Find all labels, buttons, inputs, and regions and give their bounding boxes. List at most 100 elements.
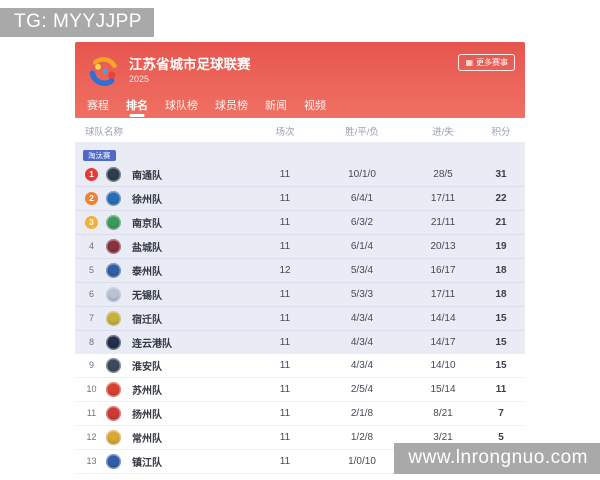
goals-for-against: 17/11 [430, 289, 456, 300]
matches-played: 12 [279, 265, 291, 276]
points: 7 [498, 408, 504, 419]
points: 15 [495, 337, 507, 348]
win-draw-loss: 5/3/3 [350, 289, 374, 300]
goals-for-against: 20/13 [430, 241, 456, 252]
table-row[interactable]: 8 连云港队 11 4/3/4 14/17 15 [75, 331, 525, 354]
win-draw-loss: 2/1/8 [350, 408, 374, 419]
table-row[interactable]: 1 南通队 11 10/1/0 28/5 31 [75, 163, 525, 187]
team-name: 南通队 [132, 171, 162, 182]
table-row[interactable]: 7 宿迁队 11 4/3/4 14/14 15 [75, 307, 525, 331]
team-crest-icon [106, 335, 121, 350]
grid-icon: ▦ [465, 57, 473, 67]
matches-played: 11 [279, 241, 291, 252]
rank-badge: 4 [88, 241, 94, 251]
goals-for-against: 15/14 [430, 384, 456, 395]
league-logo-icon [89, 56, 117, 86]
table-row[interactable]: 4 盐城队 11 6/1/4 20/13 19 [75, 235, 525, 259]
col-wdl: 胜/平/负 [345, 127, 379, 138]
table-row[interactable]: 11 扬州队 11 2/1/8 8/21 7 [75, 402, 525, 426]
win-draw-loss: 4/3/4 [350, 313, 374, 324]
tab-ranking[interactable]: 排名 [126, 97, 148, 117]
team-crest-icon [106, 239, 121, 254]
team-name: 盐城队 [132, 243, 162, 254]
table-row[interactable]: 10 苏州队 11 2/5/4 15/14 11 [75, 378, 525, 402]
standings-rest-rows: 9 淮安队 11 4/3/4 14/10 15 10 苏州队 11 2/5/4 … [75, 354, 525, 474]
rank-badge: 5 [88, 265, 94, 275]
team-crest-icon [106, 215, 121, 230]
win-draw-loss: 5/3/4 [350, 265, 374, 276]
tab-team-stats[interactable]: 球队榜 [165, 100, 198, 112]
tab-player-stats[interactable]: 球员榜 [215, 100, 248, 112]
rank-badge: 6 [88, 289, 94, 299]
points: 22 [495, 193, 507, 204]
points: 31 [495, 169, 507, 180]
watermark-telegram: TG: MYYJJPP [0, 8, 154, 37]
rank-badge: 3 [85, 216, 98, 229]
team-name: 南京队 [132, 219, 162, 230]
win-draw-loss: 4/3/4 [350, 337, 374, 348]
table-row[interactable]: 2 徐州队 11 6/4/1 17/11 22 [75, 187, 525, 211]
rank-badge: 11 [86, 408, 97, 418]
rank-badge: 13 [86, 456, 97, 466]
team-crest-icon [106, 191, 121, 206]
rank-badge: 7 [88, 313, 94, 323]
team-name: 扬州队 [132, 410, 162, 421]
tab-video[interactable]: 视频 [304, 100, 326, 112]
goals-for-against: 17/11 [430, 193, 456, 204]
team-crest-icon [106, 406, 121, 421]
table-row[interactable]: 9 淮安队 11 4/3/4 14/10 15 [75, 354, 525, 378]
goals-for-against: 8/21 [433, 408, 453, 419]
team-crest-icon [106, 358, 121, 373]
team-crest-icon [106, 430, 121, 445]
points: 19 [495, 241, 507, 252]
col-goals: 进/失 [432, 127, 454, 138]
table-row[interactable]: 5 泰州队 12 5/3/4 16/17 18 [75, 259, 525, 283]
team-name: 宿迁队 [132, 315, 162, 326]
matches-played: 11 [279, 169, 291, 180]
win-draw-loss: 4/3/4 [350, 360, 374, 371]
rank-badge: 10 [86, 384, 97, 394]
table-header-row: 球队名称 场次 胜/平/负 进/失 积分 [75, 118, 525, 142]
team-name: 镇江队 [132, 458, 162, 469]
win-draw-loss: 6/1/4 [350, 241, 374, 252]
rank-badge: 12 [86, 432, 97, 442]
team-crest-icon [106, 167, 121, 182]
team-name: 连云港队 [132, 339, 172, 350]
win-draw-loss: 6/4/1 [350, 193, 374, 204]
win-draw-loss: 1/2/8 [350, 432, 374, 443]
matches-played: 11 [279, 456, 291, 467]
rank-badge: 1 [85, 168, 98, 181]
win-draw-loss: 10/1/0 [348, 169, 376, 180]
goals-for-against: 14/10 [430, 360, 456, 371]
knockout-zone-tag: 淘汰赛 [83, 150, 116, 161]
table-row[interactable]: 12 常州队 11 1/2/8 3/21 5 [75, 426, 525, 450]
matches-played: 11 [279, 432, 291, 443]
watermark-website: www.lnrongnuo.com [394, 443, 600, 474]
more-events-button[interactable]: ▦ 更多赛事 [458, 54, 515, 71]
matches-played: 11 [279, 289, 291, 300]
points: 15 [495, 360, 507, 371]
tab-news[interactable]: 新闻 [265, 100, 287, 112]
matches-played: 11 [279, 193, 291, 204]
matches-played: 11 [279, 408, 291, 419]
rank-badge: 2 [85, 192, 98, 205]
team-name: 淮安队 [132, 362, 162, 373]
league-title: 江苏省城市足球联赛 [129, 56, 251, 72]
team-crest-icon [106, 382, 121, 397]
goals-for-against: 28/5 [433, 169, 453, 180]
goals-for-against: 14/17 [430, 337, 456, 348]
league-card: 江苏省城市足球联赛 2025 ▦ 更多赛事 赛程 排名 球队榜 球员榜 新闻 视… [75, 42, 525, 474]
team-crest-icon [106, 311, 121, 326]
points: 15 [495, 313, 507, 324]
goals-for-against: 16/17 [430, 265, 456, 276]
table-row[interactable]: 3 南京队 11 6/3/2 21/11 21 [75, 211, 525, 235]
points: 21 [495, 217, 507, 228]
nav-tabs: 赛程 排名 球队榜 球员榜 新闻 视频 [75, 94, 525, 118]
col-points: 积分 [491, 127, 511, 138]
points: 5 [498, 432, 504, 443]
win-draw-loss: 2/5/4 [350, 384, 374, 395]
goals-for-against: 14/14 [430, 313, 456, 324]
table-row[interactable]: 6 无锡队 11 5/3/3 17/11 18 [75, 283, 525, 307]
tab-schedule[interactable]: 赛程 [87, 100, 109, 112]
points: 18 [495, 289, 507, 300]
